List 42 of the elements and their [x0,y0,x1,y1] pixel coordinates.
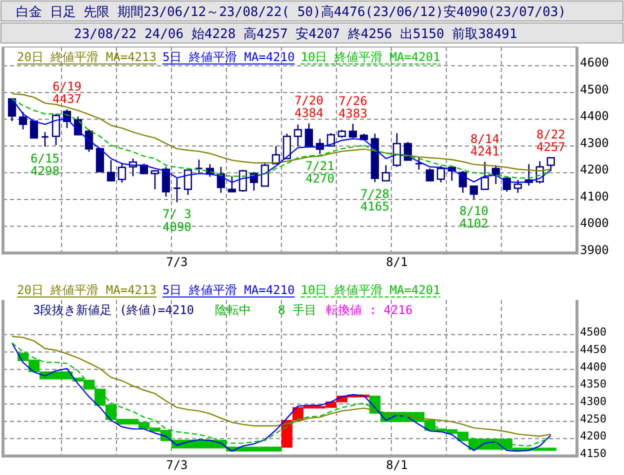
note: 6/19 4437 [52,79,82,106]
ytick: 4500 [580,326,606,339]
title: 白金 日足 先限 期間23/06/12～23/08/22( 50)高4476(23/06/12)安4090(23/07/03) [16,5,566,20]
ytick: 4450 [580,343,606,356]
ytick: 4000 [580,216,609,230]
legend: 20日 終値平滑 MA=4213 [17,50,156,64]
ytick: 4300 [580,395,606,408]
note: 7/26 4383 [338,94,368,120]
note: 7/20 4384 [294,94,324,120]
subtitle: 23/08/22 24/06 始4228 高4257 安4207 終4256 出5150 前取38491 [74,27,518,42]
xtick: 8/1 [386,458,408,472]
xtick: 7/3 [166,255,188,269]
xtick: 7/3 [166,458,188,472]
legend: 10日 終値平滑 MA=4201 [300,283,440,297]
note: 転換値 : 4216 [326,303,413,317]
ytick: 4100 [580,190,609,204]
legend: 5日 終値平滑 MA=4210 [162,283,295,297]
note: 7/21 4270 [305,159,334,186]
note: 8/22 4257 [536,128,566,154]
note: 8 手目 [278,303,316,317]
note: 6/15 4298 [30,152,60,178]
ytick: 4400 [580,360,606,374]
legend: 5日 終値平滑 MA=4210 [162,50,295,64]
note: 7/28 4165 [360,187,390,214]
legend: 10日 終値平滑 MA=4201 [300,50,440,64]
ytick: 4500 [580,82,609,96]
note: 8/14 4241 [470,132,500,158]
note: 7/ 3 4090 [162,207,192,234]
ytick: 4250 [580,412,606,426]
ytick: 4400 [580,109,609,124]
ytick: 4600 [580,56,609,70]
note: 8/10 4102 [459,204,488,231]
ytick: 3900 [580,243,609,257]
legend: 20日 終値平滑 MA=4213 [17,283,156,297]
xtick: 8/1 [386,255,408,269]
ytick: 4200 [580,430,606,443]
note: 陰転中 [215,303,251,317]
ytick: 4200 [580,162,609,177]
ytick: 4350 [580,378,606,391]
ytick: 4300 [580,136,609,150]
note: 3段抜き新値足 (終値)=4210 [33,303,194,317]
ytick: 4150 [580,447,606,460]
